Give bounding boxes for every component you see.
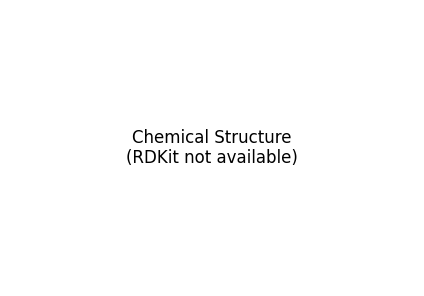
Text: Chemical Structure
(RDKit not available): Chemical Structure (RDKit not available) — [126, 128, 298, 168]
